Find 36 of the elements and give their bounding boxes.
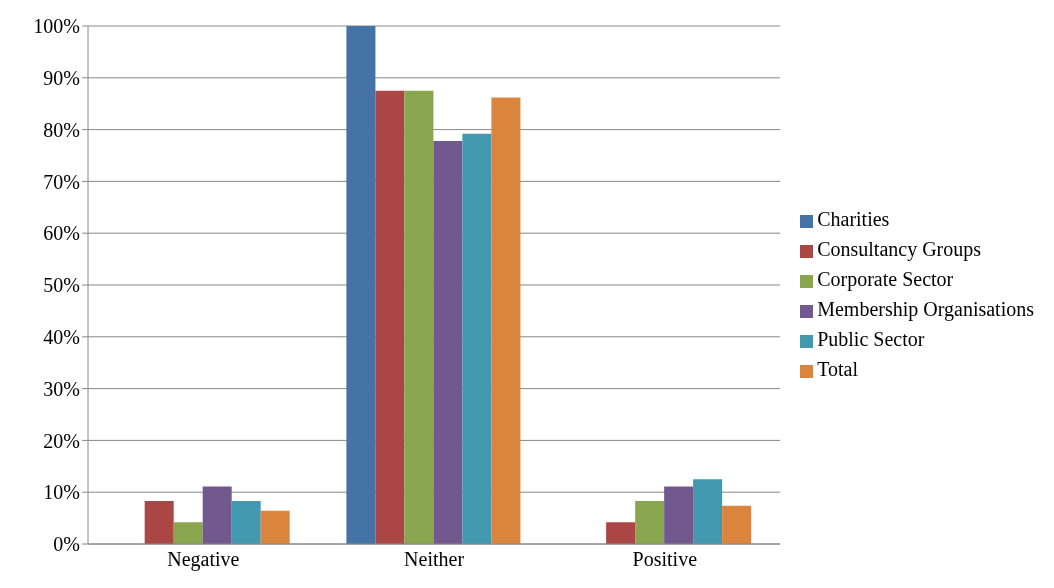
legend-label: Public Sector <box>817 328 925 350</box>
legend-label: Membership Organisations <box>817 298 1034 320</box>
y-tick-label: 10% <box>43 481 80 504</box>
legend-label: Total <box>817 358 858 380</box>
bar <box>231 501 261 544</box>
legend-label: Charities <box>817 208 890 230</box>
bar <box>664 486 694 544</box>
bar <box>693 479 723 544</box>
y-tick-label: 30% <box>43 377 80 400</box>
bar <box>144 501 174 544</box>
bar <box>173 522 203 544</box>
bar <box>260 510 290 544</box>
bar <box>202 486 232 544</box>
x-tick-label: Neither <box>404 548 465 571</box>
y-tick-label: 60% <box>43 222 80 245</box>
x-tick-label: Positive <box>632 548 698 571</box>
y-tick-label: 20% <box>43 429 80 452</box>
bar <box>375 90 405 544</box>
y-tick-label: 80% <box>43 118 80 141</box>
bar <box>635 501 665 544</box>
y-tick-label: 100% <box>33 15 80 38</box>
bar <box>722 505 752 544</box>
bar <box>462 133 492 544</box>
bar <box>404 90 434 544</box>
bar <box>433 141 463 544</box>
y-tick-label: 50% <box>43 274 80 297</box>
legend-label: Corporate Sector <box>817 268 954 290</box>
bar <box>346 26 376 544</box>
legend-label: Consultancy Groups <box>817 238 982 260</box>
y-tick-label: 90% <box>43 66 80 89</box>
y-tick-label: 40% <box>43 325 80 348</box>
bar <box>491 97 521 544</box>
y-tick-label: 70% <box>43 170 80 193</box>
bar <box>606 522 636 544</box>
y-tick-label: 0% <box>53 533 80 556</box>
x-tick-label: Negative <box>167 548 240 572</box>
